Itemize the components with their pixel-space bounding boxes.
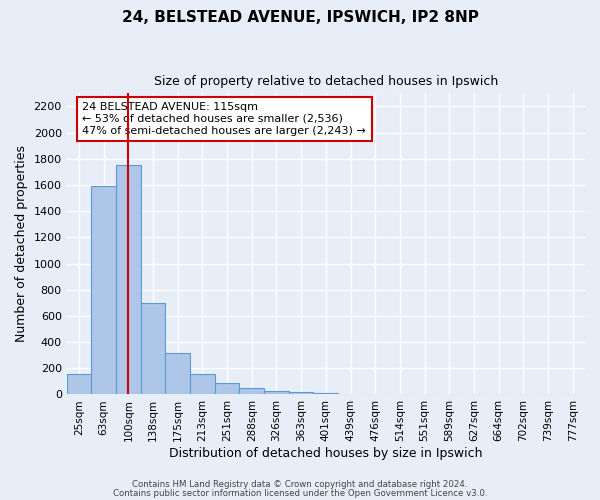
Bar bbox=[67, 374, 91, 394]
Bar bbox=[91, 186, 116, 394]
Bar bbox=[289, 392, 313, 394]
Text: Contains HM Land Registry data © Crown copyright and database right 2024.: Contains HM Land Registry data © Crown c… bbox=[132, 480, 468, 489]
Bar bbox=[313, 393, 338, 394]
Bar bbox=[116, 166, 141, 394]
Bar bbox=[239, 388, 264, 394]
Bar bbox=[190, 374, 215, 394]
Text: 24 BELSTEAD AVENUE: 115sqm
← 53% of detached houses are smaller (2,536)
47% of s: 24 BELSTEAD AVENUE: 115sqm ← 53% of deta… bbox=[82, 102, 366, 136]
Text: Contains public sector information licensed under the Open Government Licence v3: Contains public sector information licen… bbox=[113, 489, 487, 498]
Bar bbox=[166, 353, 190, 395]
Bar bbox=[215, 384, 239, 394]
Text: 24, BELSTEAD AVENUE, IPSWICH, IP2 8NP: 24, BELSTEAD AVENUE, IPSWICH, IP2 8NP bbox=[122, 10, 478, 25]
Title: Size of property relative to detached houses in Ipswich: Size of property relative to detached ho… bbox=[154, 75, 498, 88]
X-axis label: Distribution of detached houses by size in Ipswich: Distribution of detached houses by size … bbox=[169, 447, 482, 460]
Bar bbox=[141, 303, 166, 394]
Bar bbox=[264, 391, 289, 394]
Y-axis label: Number of detached properties: Number of detached properties bbox=[15, 146, 28, 342]
